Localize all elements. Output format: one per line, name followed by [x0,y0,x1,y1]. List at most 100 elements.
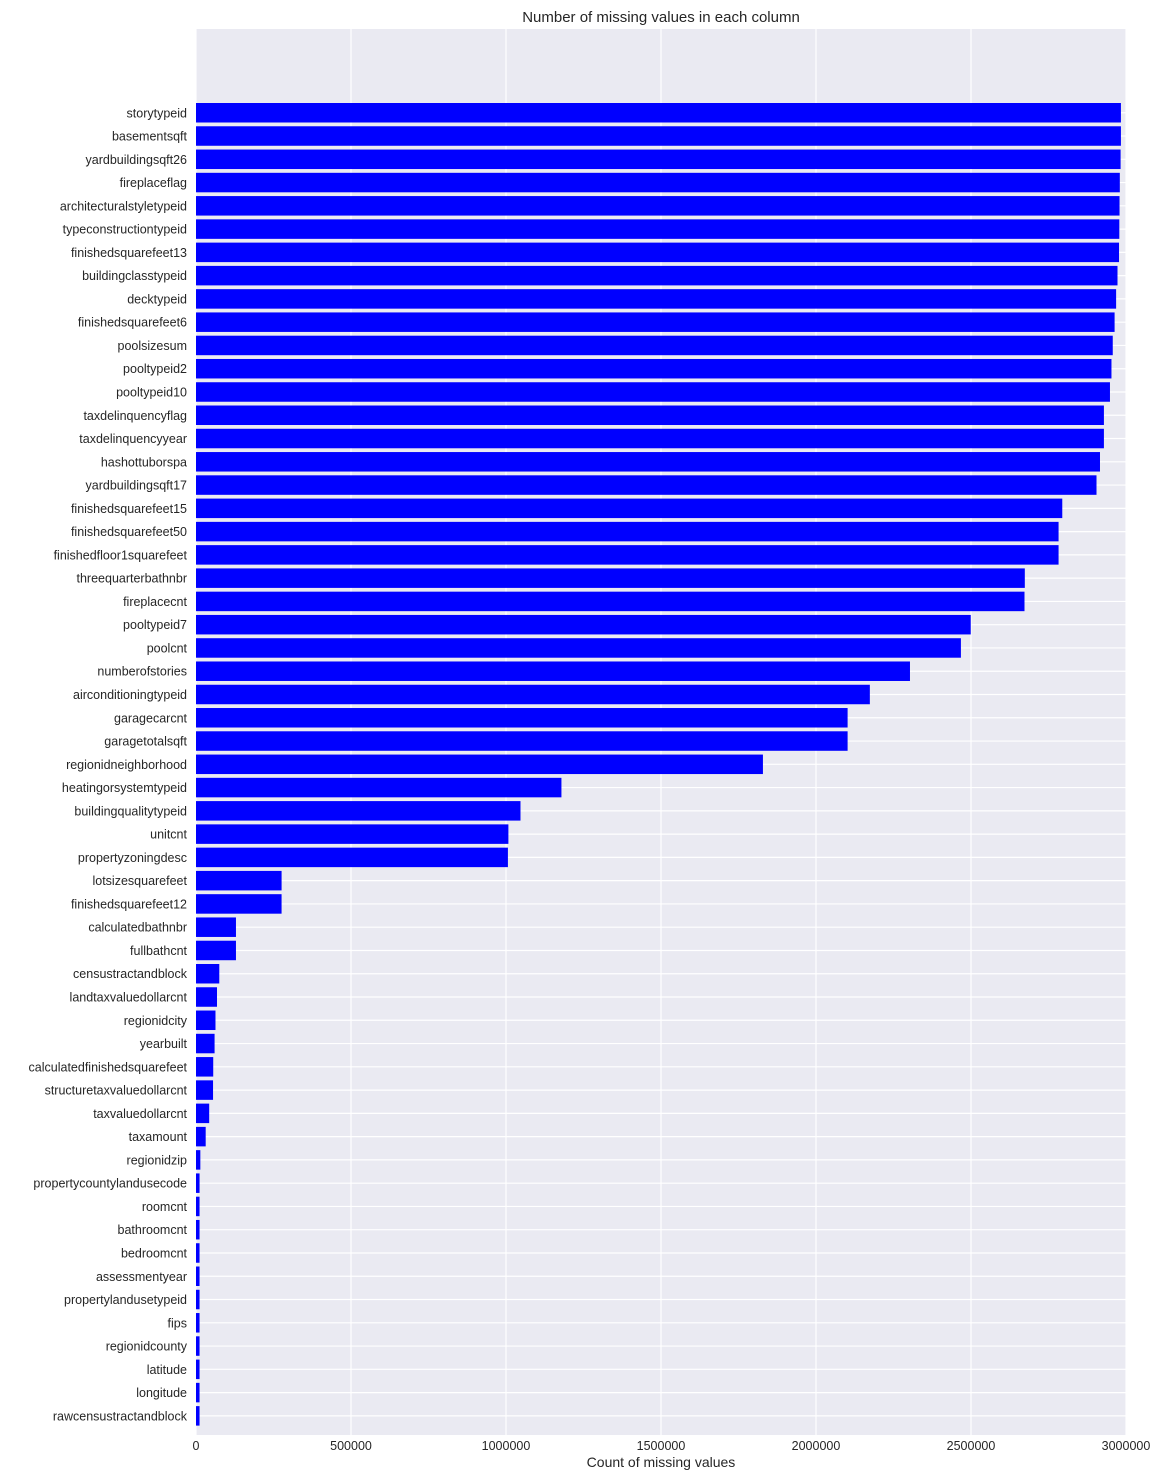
bar-poolsizesum [196,335,1113,356]
y-tick-label: pooltypeid2 [123,362,187,376]
y-tick-label: yardbuildingsqft17 [86,479,188,493]
bar-garagetotalsqft [196,731,848,751]
bar-fips [196,1313,200,1333]
y-tick-label: regionidzip [127,1153,188,1167]
y-tick-label: garagecarcnt [114,711,187,725]
y-tick-label: latitude [147,1363,187,1377]
bar-calculatedbathnbr [196,917,236,937]
y-tick-label: roomcnt [142,1200,188,1214]
bar-buildingqualitytypeid [196,801,521,821]
y-tick-label: hashottuborspa [101,455,187,469]
y-tick-label: poolcnt [147,641,188,655]
y-tick-label: poolsizesum [118,339,187,353]
bar-yardbuildingsqft26 [196,149,1121,170]
y-tick-label: taxdelinquencyflag [83,409,187,423]
y-tick-label: finishedsquarefeet15 [71,502,187,516]
y-tick-label: fireplaceflag [120,176,187,190]
x-axis-label: Count of missing values [587,1454,736,1470]
bar-fireplacecnt [196,591,1025,612]
bar-finishedsquarefeet13 [196,242,1120,263]
bar-taxdelinquencyflag [196,405,1104,426]
bar-architecturalstyletypeid [196,196,1120,216]
y-tick-labels: storytypeid basementsqft yardbuildingsqft2… [29,106,188,1423]
y-tick-label: propertylandusetypeid [64,1293,187,1307]
y-tick-label: numberofstories [97,665,187,679]
bar-basementsqft [196,126,1121,146]
y-tick-label: lotsizesquarefeet [92,874,187,888]
y-tick-label: fips [168,1316,187,1330]
y-tick-label: pooltypeid7 [123,618,187,632]
x-tick-label: 500000 [330,1439,372,1453]
bar-pooltypeid2 [196,358,1112,379]
bar-landtaxvaluedollarcnt [196,987,217,1007]
y-tick-label: finishedsquarefeet12 [71,897,187,911]
bar-yearbuilt [196,1033,215,1054]
bar-regionidzip [196,1150,201,1170]
y-tick-label: threequarterbathnbr [77,572,188,586]
bar-unitcnt [196,824,509,844]
bar-finishedsquarefeet50 [196,521,1059,542]
bar-longitude [196,1382,200,1403]
y-tick-label: basementsqft [112,130,188,144]
bar-latitude [196,1359,200,1380]
bar-fullbathcnt [196,940,236,961]
y-tick-label: unitcnt [150,828,187,842]
x-tick-label: 2000000 [792,1439,841,1453]
y-tick-label: regionidneighborhood [66,758,187,772]
bar-structuretaxvaluedollarcnt [196,1080,214,1100]
x-tick-label: 1000000 [482,1439,531,1453]
bar-bedroomcnt [196,1243,200,1263]
y-tick-label: finishedsquarefeet13 [71,246,187,260]
y-tick-label: pooltypeid10 [116,385,187,399]
y-tick-label: storytypeid [127,106,187,120]
bar-decktypeid [196,289,1117,309]
bar-yardbuildingsqft17 [196,475,1097,495]
y-tick-label: yardbuildingsqft26 [86,153,188,167]
bar-airconditioningtypeid [196,684,870,705]
y-tick-label: finishedsquarefeet6 [78,316,187,330]
y-tick-label: fullbathcnt [130,944,188,958]
bar-rawcensustractandblock [196,1406,200,1426]
y-tick-label: calculatedbathnbr [88,921,187,935]
bar-taxvaluedollarcnt [196,1103,210,1124]
y-tick-label: buildingqualitytypeid [74,804,187,818]
y-tick-label: taxamount [129,1130,188,1144]
bar-propertylandusetypeid [196,1289,200,1310]
x-tick-label: 2500000 [947,1439,996,1453]
y-tick-label: finishedsquarefeet50 [71,525,187,539]
y-tick-label: longitude [136,1386,187,1400]
bar-taxdelinquencyyear [196,428,1104,449]
y-tick-label: assessmentyear [96,1270,187,1284]
x-tick-label: 3000000 [1102,1439,1151,1453]
bar-poolcnt [196,638,961,658]
bar-regionidcounty [196,1336,200,1356]
bar-storytypeid [196,103,1121,123]
chart-title: Number of missing values in each column [522,9,800,26]
y-tick-label: architecturalstyletypeid [60,199,187,213]
bar-hashottuborspa [196,452,1100,472]
y-tick-label: rawcensustractandblock [53,1409,188,1423]
bar-fireplaceflag [196,172,1120,193]
y-tick-label: propertyzoningdesc [78,851,187,865]
y-tick-label: taxvaluedollarcnt [93,1107,187,1121]
y-tick-label: decktypeid [127,292,187,306]
bar-propertyzoningdesc [196,847,508,868]
bar-threequarterbathnbr [196,568,1025,588]
y-tick-label: buildingclasstypeid [82,269,187,283]
bar-finishedfloor1squarefeet [196,545,1059,565]
y-tick-label: censustractandblock [73,967,188,981]
bar-roomcnt [196,1196,200,1217]
y-tick-label: propertycountylandusecode [33,1177,187,1191]
bar-buildingclasstypeid [196,265,1118,286]
bar-lotsizesquarefeet [196,870,282,891]
bar-garagecarcnt [196,708,848,728]
bar-heatingorsystemtypeid [196,777,562,798]
bar-calculatedfinishedsquarefeet [196,1057,214,1077]
y-tick-label: landtaxvaluedollarcnt [70,991,188,1005]
bar-propertycountylandusecode [196,1173,200,1193]
bar-typeconstructiontypeid [196,219,1120,239]
x-tick-label: 0 [193,1439,200,1453]
y-tick-label: garagetotalsqft [104,735,187,749]
y-tick-label: calculatedfinishedsquarefeet [29,1060,188,1074]
